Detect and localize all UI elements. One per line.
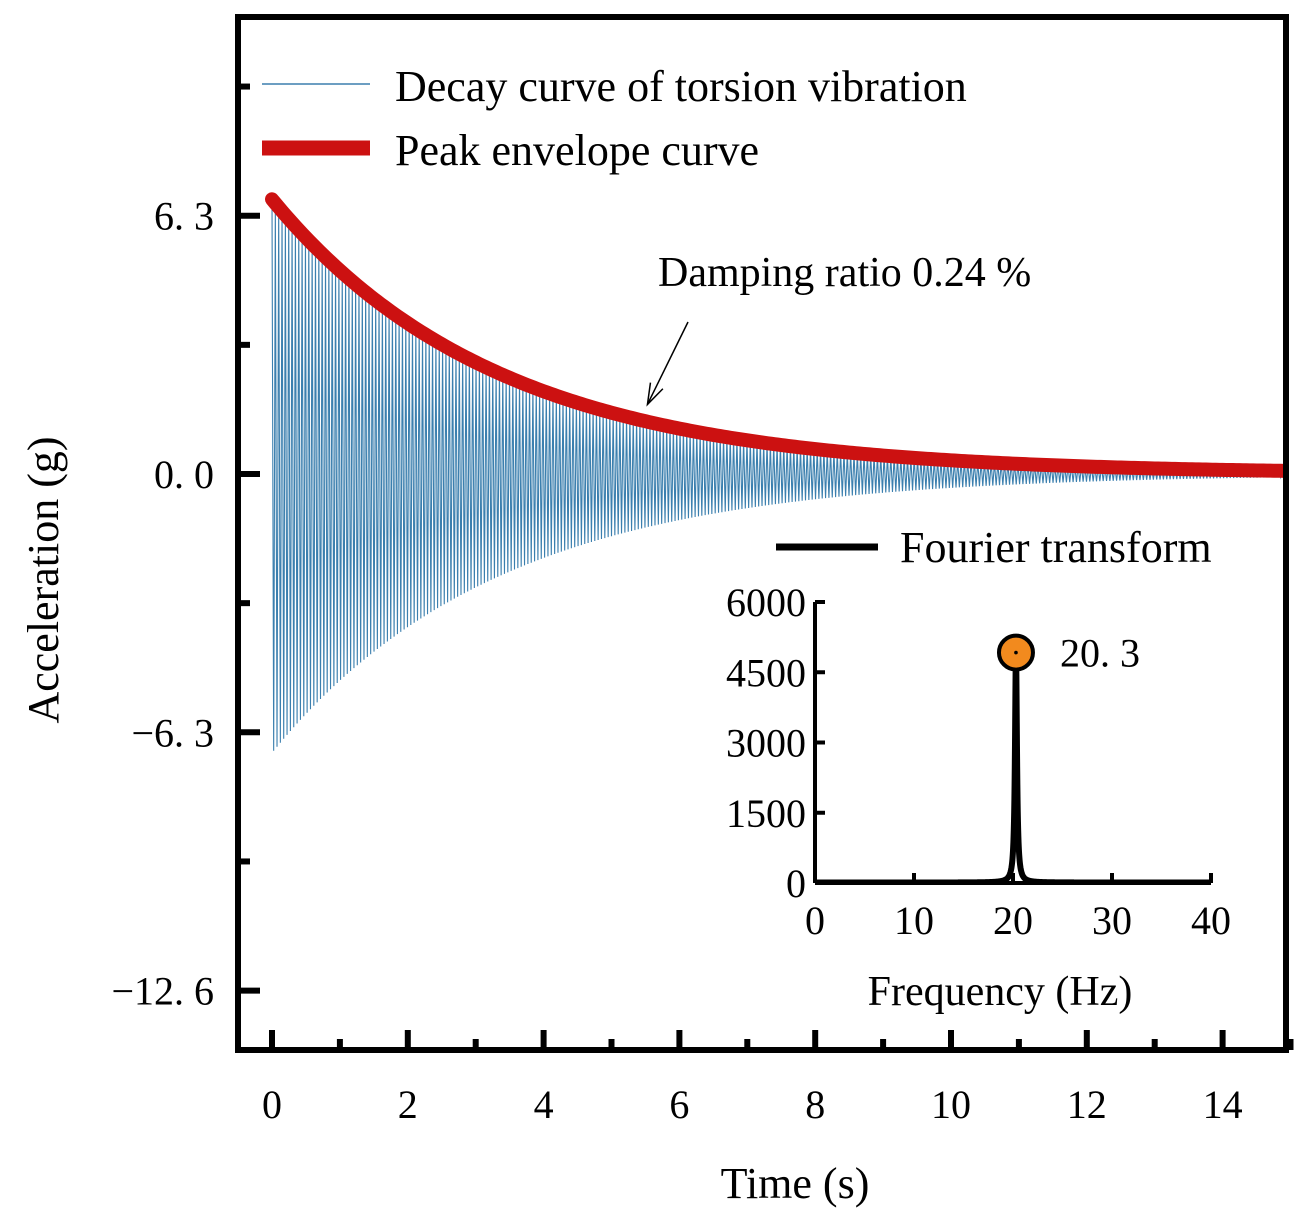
peak-marker-label: 20. 3 <box>1060 631 1140 676</box>
peak-marker-center <box>1014 650 1018 655</box>
inset-y-tick-label: 4500 <box>726 650 806 695</box>
inset-y-tick-label: 3000 <box>726 721 806 766</box>
x-tick-label: 8 <box>805 1082 825 1127</box>
x-axis-title: Time (s) <box>721 1159 870 1208</box>
x-tick-label: 14 <box>1203 1082 1243 1127</box>
annotation-arrow <box>646 321 689 407</box>
damping-ratio-annotation: Damping ratio 0.24 % <box>658 250 1031 296</box>
y-tick-label: 0. 0 <box>154 452 214 497</box>
inset-x-ticks: 0 10 20 30 40 <box>805 873 1231 943</box>
x-tick-label: 0 <box>262 1082 282 1127</box>
inset-y-ticks: 0 1500 3000 4500 6000 <box>726 580 825 906</box>
main-y-ticks: 6. 3 0. 0 −6. 3 −12. 6 <box>111 83 260 1014</box>
main-plot-frame <box>235 14 1289 1053</box>
inset-y-tick-label: 6000 <box>726 580 806 625</box>
main-x-ticks: 0 2 4 6 8 10 12 14 <box>262 1030 1294 1127</box>
x-tick-label: 2 <box>398 1082 418 1127</box>
legend-label-fourier: Fourier transform <box>900 523 1212 572</box>
annotation-arrow-line <box>646 321 689 405</box>
envelope-series <box>265 192 1286 478</box>
envelope-curve-line <box>265 192 1286 478</box>
inset-chart: Fourier transform 0 10 20 30 40 0 1500 3000 450… <box>726 523 1231 1015</box>
y-tick-label: 6. 3 <box>154 194 214 239</box>
inset-x-axis-title: Frequency (Hz) <box>868 969 1133 1015</box>
x-tick-label: 10 <box>931 1082 971 1127</box>
inset-y-tick-label: 1500 <box>726 791 806 836</box>
legend-label-decay: Decay curve of torsion vibration <box>395 62 967 111</box>
x-tick-label: 12 <box>1067 1082 1107 1127</box>
inset-x-tick-label: 0 <box>805 898 825 943</box>
annotation-arrow-head <box>646 382 664 407</box>
inset-y-tick-label: 0 <box>786 861 806 906</box>
y-axis-title: Acceleration (g) <box>19 436 68 723</box>
main-plot-area <box>265 192 1286 751</box>
inset-x-tick-label: 30 <box>1092 898 1132 943</box>
x-tick-label: 4 <box>534 1082 554 1127</box>
y-tick-label: −12. 6 <box>111 969 214 1014</box>
legend-label-envelope: Peak envelope curve <box>395 126 759 175</box>
main-legend: Decay curve of torsion vibration Peak en… <box>262 62 967 175</box>
x-tick-label: 6 <box>669 1082 689 1127</box>
inset-x-tick-label: 40 <box>1191 898 1231 943</box>
inset-x-tick-label: 10 <box>894 898 934 943</box>
inset-x-tick-label: 20 <box>993 898 1033 943</box>
inset-peak-group: 20. 3 <box>996 631 1140 676</box>
y-tick-label: −6. 3 <box>131 710 214 755</box>
